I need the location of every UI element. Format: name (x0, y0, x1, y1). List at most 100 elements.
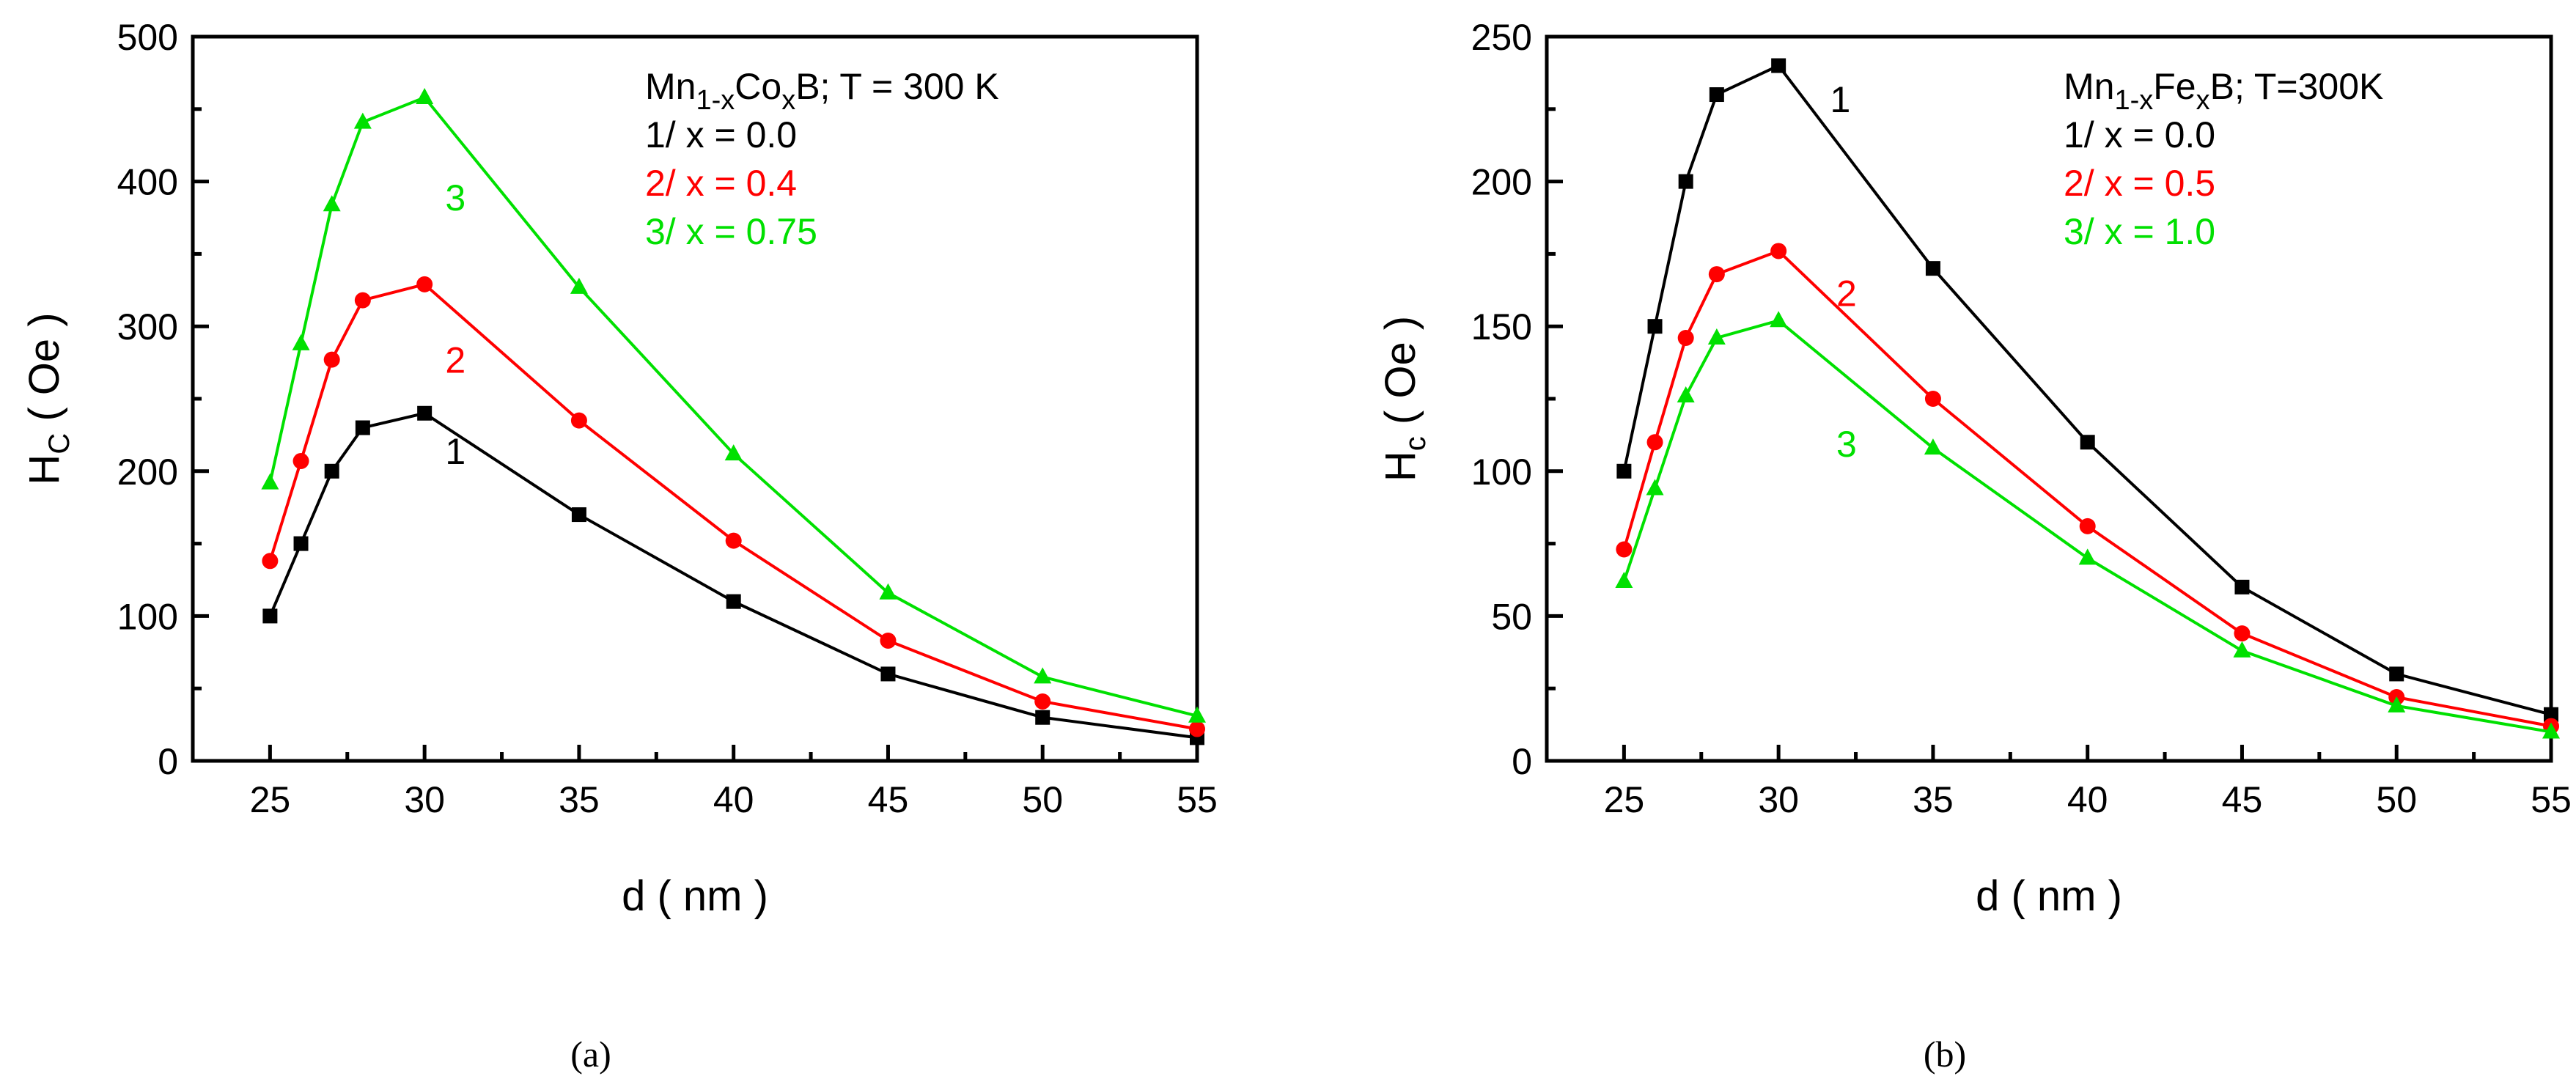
data-point (570, 412, 587, 429)
y-axis-title: HC ( Oe ) (21, 312, 76, 485)
data-point (1034, 693, 1051, 710)
x-tick-label: 25 (250, 779, 291, 820)
data-point (416, 276, 433, 292)
data-point (1615, 571, 1633, 588)
tick-labels: 25 30 35 40 45 50 55 0 100 200 300 400 500 (117, 17, 1218, 820)
data-point (726, 594, 741, 609)
data-point (2388, 696, 2406, 712)
caption-b: (b) (1924, 1034, 1966, 1075)
series-3 (1615, 311, 2560, 739)
data-point (1677, 386, 1695, 403)
legend-entry-2: 2/ x = 0.5 (2064, 163, 2215, 204)
y-tick-label: 200 (1471, 162, 1532, 203)
curve-label-1: 1 (1830, 79, 1851, 120)
curve-label-3: 3 (1836, 424, 1857, 465)
series-3 (261, 87, 1206, 723)
data-point (1924, 438, 1942, 455)
y-tick-label: 100 (1471, 452, 1532, 493)
curve-label-2: 2 (1836, 273, 1857, 314)
tick-labels: 25 30 35 40 45 50 55 0 50 100 150 200 250 (1471, 17, 2572, 820)
data-point (324, 463, 339, 479)
series-1-line (268, 411, 1198, 740)
curve-labels: 1 2 3 (1830, 79, 1857, 465)
data-point (1770, 243, 1787, 259)
series-layer (1615, 58, 2560, 739)
x-tick-label: 50 (2376, 779, 2417, 820)
data-point (1925, 261, 1940, 276)
data-point (292, 452, 309, 469)
data-point (2542, 722, 2560, 739)
panel-a: 25 30 35 40 45 50 55 0 100 200 300 400 500 1 2 3 Mn1-x… (21, 17, 1218, 1075)
series-2-line (1622, 249, 2552, 728)
data-point (262, 608, 278, 624)
x-tick-label: 45 (868, 779, 909, 820)
data-point (292, 334, 310, 350)
data-point (2078, 548, 2097, 565)
data-point (1647, 319, 1663, 334)
data-point (1646, 479, 1664, 496)
data-point (1646, 434, 1663, 451)
data-point (725, 532, 742, 549)
series-1-line (1622, 64, 2552, 716)
legend-entry-2: 2/ x = 0.4 (645, 163, 797, 204)
data-point (2080, 435, 2095, 450)
data-point (1616, 541, 1633, 558)
data-point (416, 87, 434, 104)
y-tick-label: 150 (1471, 306, 1532, 347)
data-point (323, 195, 341, 212)
data-point (1034, 667, 1052, 684)
y-tick-label: 500 (117, 17, 178, 58)
data-point (323, 351, 340, 368)
x-tick-label: 40 (2067, 779, 2108, 820)
curve-label-3: 3 (445, 177, 465, 218)
y-tick-label: 0 (1512, 741, 1532, 782)
x-tick-label: 25 (1604, 779, 1645, 820)
data-point (1035, 710, 1050, 725)
data-point (1709, 87, 1724, 103)
x-tick-label: 35 (559, 779, 600, 820)
data-point (880, 666, 896, 682)
series-2 (262, 276, 1205, 737)
legend-entry-3: 3/ x = 0.75 (645, 211, 817, 252)
data-point (724, 444, 743, 461)
x-tick-label: 40 (713, 779, 754, 820)
data-point (1770, 311, 1788, 328)
data-point (2544, 707, 2558, 722)
data-point (1924, 391, 1941, 407)
series-2-line (268, 282, 1198, 731)
x-axis-title: d ( nm ) (622, 872, 768, 920)
data-point (1188, 706, 1206, 723)
series-layer (261, 87, 1206, 745)
data-point (353, 112, 372, 129)
axis-ticks (1547, 34, 2553, 763)
curve-label-2: 2 (445, 339, 465, 380)
curve-label-1: 1 (445, 431, 465, 472)
panel-b: 25 30 35 40 45 50 55 0 50 100 150 200 250 1 2 3 Mn1-xF… (1377, 17, 2572, 1075)
y-tick-label: 100 (117, 596, 178, 637)
x-axis-title: d ( nm ) (1976, 872, 2122, 920)
curve-labels: 1 2 3 (445, 177, 465, 472)
data-point (354, 292, 371, 309)
x-tick-label: 30 (1758, 779, 1799, 820)
data-point (261, 473, 279, 490)
data-point (571, 507, 586, 523)
y-tick-label: 0 (158, 741, 178, 782)
data-point (2233, 641, 2251, 658)
legend-title: Mn1-xCoxB; T = 300 K (645, 66, 999, 116)
data-point (1708, 266, 1725, 283)
series-1 (1616, 58, 2558, 722)
y-tick-label: 400 (117, 162, 178, 203)
legend-entry-1: 1/ x = 0.0 (645, 114, 797, 155)
data-point (879, 583, 897, 600)
axis-ticks (193, 34, 1199, 763)
y-tick-label: 200 (117, 452, 178, 493)
x-tick-label: 55 (1177, 779, 1218, 820)
data-point (2234, 579, 2250, 594)
x-tick-label: 50 (1022, 779, 1063, 820)
data-point (1677, 330, 1694, 347)
x-tick-label: 45 (2222, 779, 2263, 820)
data-point (417, 405, 433, 421)
